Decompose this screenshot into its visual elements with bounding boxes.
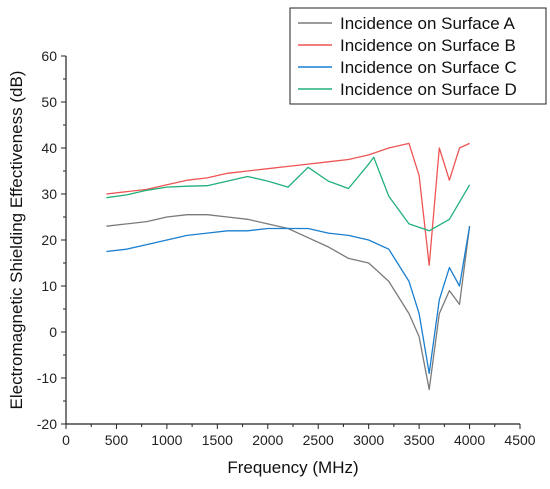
legend-box: [289, 7, 547, 105]
y-tick-label: 40: [41, 140, 57, 156]
y-tick-label: 30: [41, 186, 57, 202]
x-tick-label: 0: [62, 432, 70, 448]
y-tick-label: 60: [41, 48, 57, 64]
y-tick-label: -20: [37, 416, 57, 432]
legend: Incidence on Surface A Incidence on Surfa…: [289, 7, 547, 105]
series-line-3: [106, 226, 471, 375]
y-tick-label: 20: [41, 232, 57, 248]
axes-layer: 0 500 1000 1500 2000 2500 3000 3500 4000 4500-20-…: [37, 48, 536, 448]
x-tick-label: 3500: [404, 432, 435, 448]
x-axis-title: Frequency (MHz): [227, 458, 358, 477]
legend-label: Incidence on Surface A: [340, 14, 516, 33]
x-tick-label: 1000: [151, 432, 182, 448]
legend-label: Incidence on Surface B: [340, 36, 516, 55]
plot-area: [66, 56, 520, 424]
y-axis-title: Electromagnetic Shielding Effectiveness …: [7, 71, 26, 410]
x-tick-label: 4000: [454, 432, 485, 448]
legend-label: Incidence on Surface D: [340, 80, 517, 99]
x-tick-label: 4500: [504, 432, 535, 448]
y-tick-label: 50: [41, 94, 57, 110]
series-line-4: [106, 156, 471, 232]
y-tick-label: 10: [41, 278, 57, 294]
y-tick-label: 0: [49, 324, 57, 340]
x-tick-label: 2000: [252, 432, 283, 448]
series-line-2: [106, 142, 470, 266]
series-layer: [106, 142, 471, 391]
series-line-1: [106, 214, 471, 391]
x-tick-label: 3000: [353, 432, 384, 448]
legend-label: Incidence on Surface C: [340, 58, 517, 77]
x-tick-label: 2500: [303, 432, 334, 448]
x-tick-label: 1500: [202, 432, 233, 448]
y-tick-label: -10: [37, 370, 57, 386]
x-tick-label: 500: [105, 432, 129, 448]
